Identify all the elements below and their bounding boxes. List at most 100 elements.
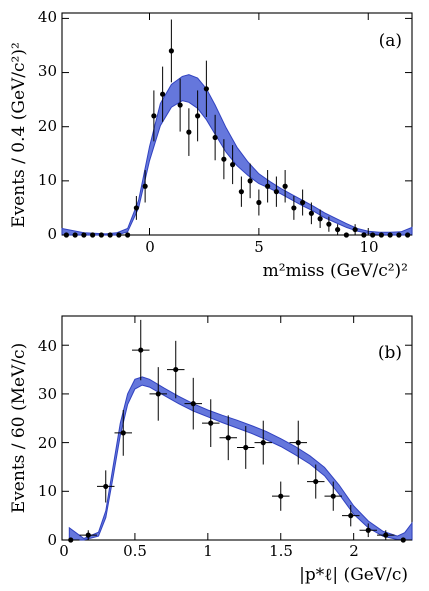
panel-a-marker [133,205,139,211]
panel-b-marker [103,483,109,490]
panel-a-data-point [308,202,314,225]
panel-b-ylabel: Events / 60 (MeV/c) [9,343,29,513]
panel-a-data-point [282,170,288,203]
panel-b-data-point [149,367,167,421]
panel-a-ytick-0: 0 [47,225,57,243]
panel-a-data-point [352,224,358,235]
panel-b-marker [225,435,231,441]
panel-b-marker [383,532,389,538]
panel-b-xtick-1-5: 1.5 [269,542,293,560]
panel-a-data-point [203,60,209,117]
panel-b-data-point [219,415,237,461]
panel-a-ytick-30: 30 [38,62,57,80]
panel-b-marker [400,537,406,543]
panel-a-marker [265,183,271,189]
panel-a-data-point [221,139,227,180]
panel-b-data-point [167,340,185,399]
panel-a-marker [212,134,218,141]
panel-a-data-point [107,232,113,238]
panel-a-marker [151,113,157,119]
panel-b-marker [190,401,196,407]
panel-a-xtick-10: 10 [359,238,378,256]
panel-a-data-point [238,176,244,207]
panel-b-data-point [79,530,97,540]
panel-b-data-point [237,426,255,469]
panel-a-data-point [160,66,166,122]
panel-a-marker [282,183,288,189]
panel-a-data-point [300,189,306,216]
panel-a-data-point [116,232,122,238]
panel-b-data-point [324,481,342,511]
panel-a-marker [195,113,201,119]
panel-a-data-point [378,232,384,238]
panel-a-marker [300,199,306,206]
panel-a-marker [247,178,253,184]
panel-b-data-point [272,481,290,511]
panel-a-xtick-0: 0 [145,238,155,256]
panel-a-marker [343,232,349,238]
panel-a-data-point [256,189,262,216]
panel-a-data-point [142,170,148,203]
panel-a-data-point [317,209,323,228]
panel-a-data-point [335,224,341,235]
panel-a-marker [142,183,148,189]
panel-a-marker [72,232,78,238]
panel-b-fit-band-layer [68,376,413,541]
panel-a-marker [81,232,87,238]
panel-b-xtick-0-5: 0.5 [123,542,147,560]
panel-a-data-point [247,163,253,199]
panel-a-marker [326,221,332,227]
panel-a: 0 5 10 0 10 20 30 40 (a) Events / 0.4 (G… [9,8,413,281]
panel-a-data-point [230,145,236,185]
panel-b-marker [330,493,336,499]
panel-a-data-point [125,232,131,238]
panel-a-ytick-40: 40 [38,8,57,26]
panel-b: 0 0.5 1 1.5 2 0 10 20 30 40 (b) Events /… [9,315,413,585]
panel-a-marker [370,232,376,238]
panel-b-fit-band [68,376,413,541]
panel-a-marker [186,129,192,135]
panel-b-xtick-2: 2 [349,542,359,560]
panel-a-data-point [387,232,393,238]
panel-b-marker [85,532,91,538]
panel-b-data-point [307,464,325,499]
panel-b-ytick-30: 30 [38,385,57,403]
panel-a-marker [335,226,341,233]
panel-a-ylabel: Events / 0.4 (GeV/c²)² [9,42,29,228]
panel-a-data-point [273,176,279,207]
panel-b-ytick-20: 20 [38,434,57,452]
panel-a-data-point [265,170,271,203]
panel-a-xlabel: m²miss (GeV/c²)² [263,261,408,281]
panel-a-marker [177,102,183,108]
panel-b-data-point [132,319,150,381]
panel-b-xtick-1: 1 [203,542,213,560]
panel-a-data-point [168,19,174,83]
panel-a-data-point [370,232,376,238]
panel-b-ytick-40: 40 [38,337,57,355]
panel-a-data-point [195,90,201,142]
panel-a-marker [160,91,166,97]
panel-b-data-point [359,523,377,538]
panel-b-data-point [377,530,395,540]
panel-a-data-point [361,232,367,238]
panel-a-data-point [72,232,78,238]
panel-b-marker [138,347,144,353]
panel-b-data-point [97,470,115,503]
panel-a-data-point [326,216,332,232]
panel-a-marker [361,232,367,238]
panel-a-data-point [177,78,183,132]
panel-a-marker [116,232,122,238]
panel-a-marker [308,210,314,216]
panel-b-ticks-layer [61,316,412,541]
panel-a-marker [230,162,236,168]
panel-a-marker [317,216,323,222]
panel-a-ytick-10: 10 [38,171,57,189]
panel-b-marker [155,391,161,397]
panel-b-marker [365,527,371,533]
panel-a-marker [168,48,174,54]
panel-a-data-point [133,196,139,220]
panel-a-marker [98,232,104,238]
panel-a-data-point [212,114,218,161]
panel-a-data-point [81,232,87,238]
